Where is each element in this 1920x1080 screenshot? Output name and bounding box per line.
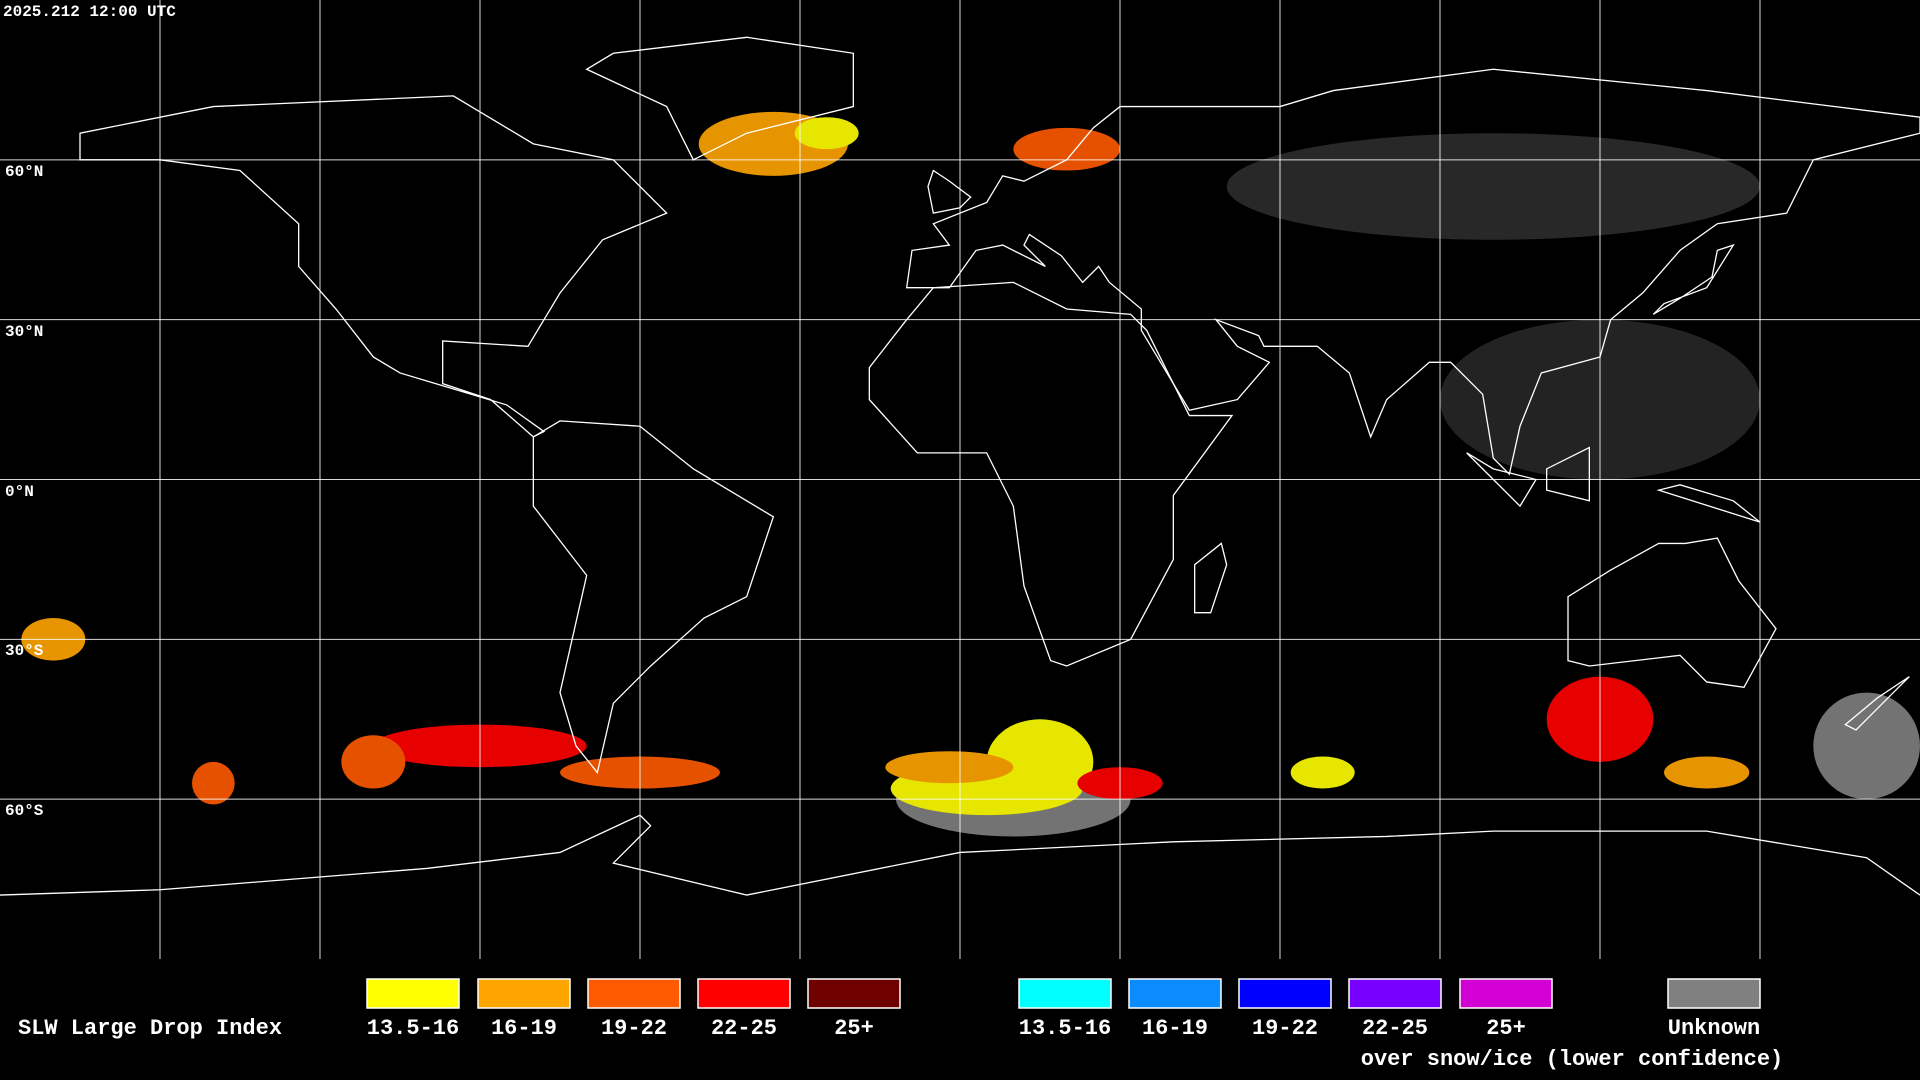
legend-swatch bbox=[1459, 978, 1553, 1009]
latitude-label: 60°S bbox=[5, 802, 44, 820]
latitude-label: 0°N bbox=[5, 483, 34, 501]
legend-label: Unknown bbox=[1668, 1016, 1760, 1041]
coastline bbox=[80, 96, 667, 437]
timestamp: 2025.212 12:00 UTC bbox=[3, 3, 176, 21]
legend-label: 25+ bbox=[1486, 1016, 1526, 1041]
legend-swatch bbox=[366, 978, 460, 1009]
graticule bbox=[0, 0, 1920, 959]
cloud-patch bbox=[986, 719, 1094, 805]
legend-swatch bbox=[807, 978, 901, 1009]
cloud-patch bbox=[341, 735, 406, 789]
cloud-patch bbox=[1813, 692, 1920, 800]
coastline bbox=[1568, 538, 1776, 687]
legend-label: 16-19 bbox=[1142, 1016, 1208, 1041]
legend-swatch bbox=[1667, 978, 1761, 1009]
latitude-label: 60°N bbox=[5, 163, 43, 181]
coastline bbox=[0, 815, 1920, 895]
latitude-label: 30°N bbox=[5, 323, 43, 341]
legend-swatch bbox=[1238, 978, 1332, 1009]
coastline bbox=[869, 282, 1232, 666]
legend-label: 13.5-16 bbox=[367, 1016, 459, 1041]
coastline bbox=[1845, 677, 1909, 730]
cloud-patch bbox=[1664, 756, 1750, 789]
legend-swatch bbox=[1348, 978, 1442, 1009]
legend-label: 19-22 bbox=[1252, 1016, 1318, 1041]
legend-swatch bbox=[587, 978, 681, 1009]
legend-label: 19-22 bbox=[601, 1016, 667, 1041]
coastline bbox=[533, 421, 773, 773]
legend-label: 22-25 bbox=[711, 1016, 777, 1041]
coastline bbox=[1653, 245, 1733, 314]
cloud-patch bbox=[192, 761, 235, 805]
legend-caption: over snow/ice (lower confidence) bbox=[1361, 1047, 1783, 1072]
legend-title: SLW Large Drop Index bbox=[18, 1016, 282, 1041]
legend-label: 16-19 bbox=[491, 1016, 557, 1041]
coastline bbox=[1195, 543, 1227, 612]
coastline bbox=[907, 69, 1920, 474]
legend-swatch bbox=[477, 978, 571, 1009]
coastlines bbox=[0, 37, 1920, 895]
cloud-patch bbox=[1290, 756, 1355, 789]
legend-label: 13.5-16 bbox=[1019, 1016, 1111, 1041]
legend-background bbox=[0, 959, 1920, 1080]
legend-label: 25+ bbox=[834, 1016, 874, 1041]
legend-swatch bbox=[1128, 978, 1222, 1009]
latitude-label: 30°S bbox=[5, 642, 44, 660]
legend-swatch bbox=[697, 978, 791, 1009]
cloud-patch bbox=[885, 751, 1014, 784]
legend-swatch bbox=[1018, 978, 1112, 1009]
map bbox=[0, 0, 1920, 959]
cloud-patch bbox=[794, 117, 859, 150]
legend-label: 22-25 bbox=[1362, 1016, 1428, 1041]
